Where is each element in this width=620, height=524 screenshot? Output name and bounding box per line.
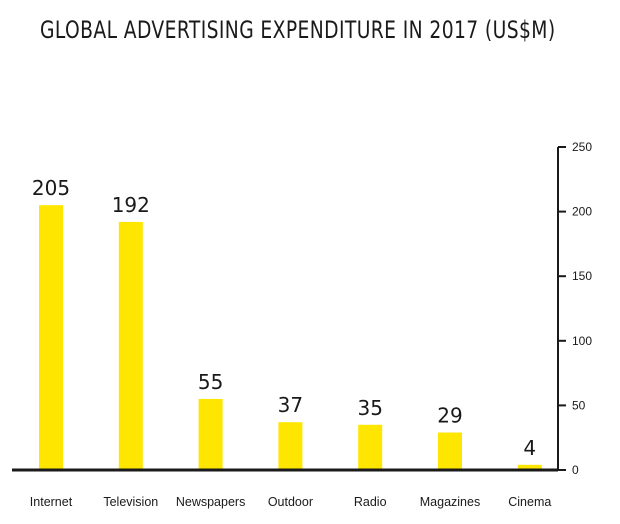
y-tick-label-150: 150: [572, 269, 592, 283]
data-label-radio: 35: [357, 396, 382, 420]
y-tick-label-100: 100: [572, 334, 592, 348]
category-label-outdoor: Outdoor: [268, 495, 313, 509]
category-labels-group: Internet Television Newspapers Outdoor Radio…: [30, 495, 552, 509]
data-labels-group: 205 192 55 37 35 29 4: [32, 176, 536, 460]
bar-outdoor: [278, 422, 303, 470]
data-label-cinema: 4: [523, 436, 536, 460]
data-label-outdoor: 37: [278, 393, 303, 417]
bar-television: [118, 221, 143, 470]
category-label-magazines: Magazines: [420, 495, 480, 509]
bars-group: [39, 205, 542, 470]
y-tick-label-0: 0: [572, 463, 579, 477]
bar-internet: [39, 205, 63, 470]
y-ticks-group: 0 50 100 150 200 250: [558, 140, 592, 477]
bar-cinema: [517, 464, 542, 470]
bar-newspapers: [198, 398, 223, 470]
category-label-newspapers: Newspapers: [176, 495, 245, 509]
category-label-radio: Radio: [354, 495, 387, 509]
y-tick-label-50: 50: [572, 398, 586, 412]
data-label-television: 192: [112, 193, 150, 217]
category-label-television: Television: [103, 495, 158, 509]
bar-magazines: [438, 432, 462, 470]
chart-title: GLOBAL ADVERTISING EXPENDITURE IN 2017 (…: [40, 16, 556, 44]
category-label-internet: Internet: [30, 495, 73, 509]
y-tick-label-200: 200: [572, 205, 592, 219]
y-tick-label-250: 250: [572, 140, 592, 154]
data-label-newspapers: 55: [198, 370, 223, 394]
data-label-magazines: 29: [437, 404, 462, 428]
category-label-cinema: Cinema: [508, 495, 551, 509]
bar-radio: [358, 424, 383, 470]
data-label-internet: 205: [32, 176, 70, 200]
